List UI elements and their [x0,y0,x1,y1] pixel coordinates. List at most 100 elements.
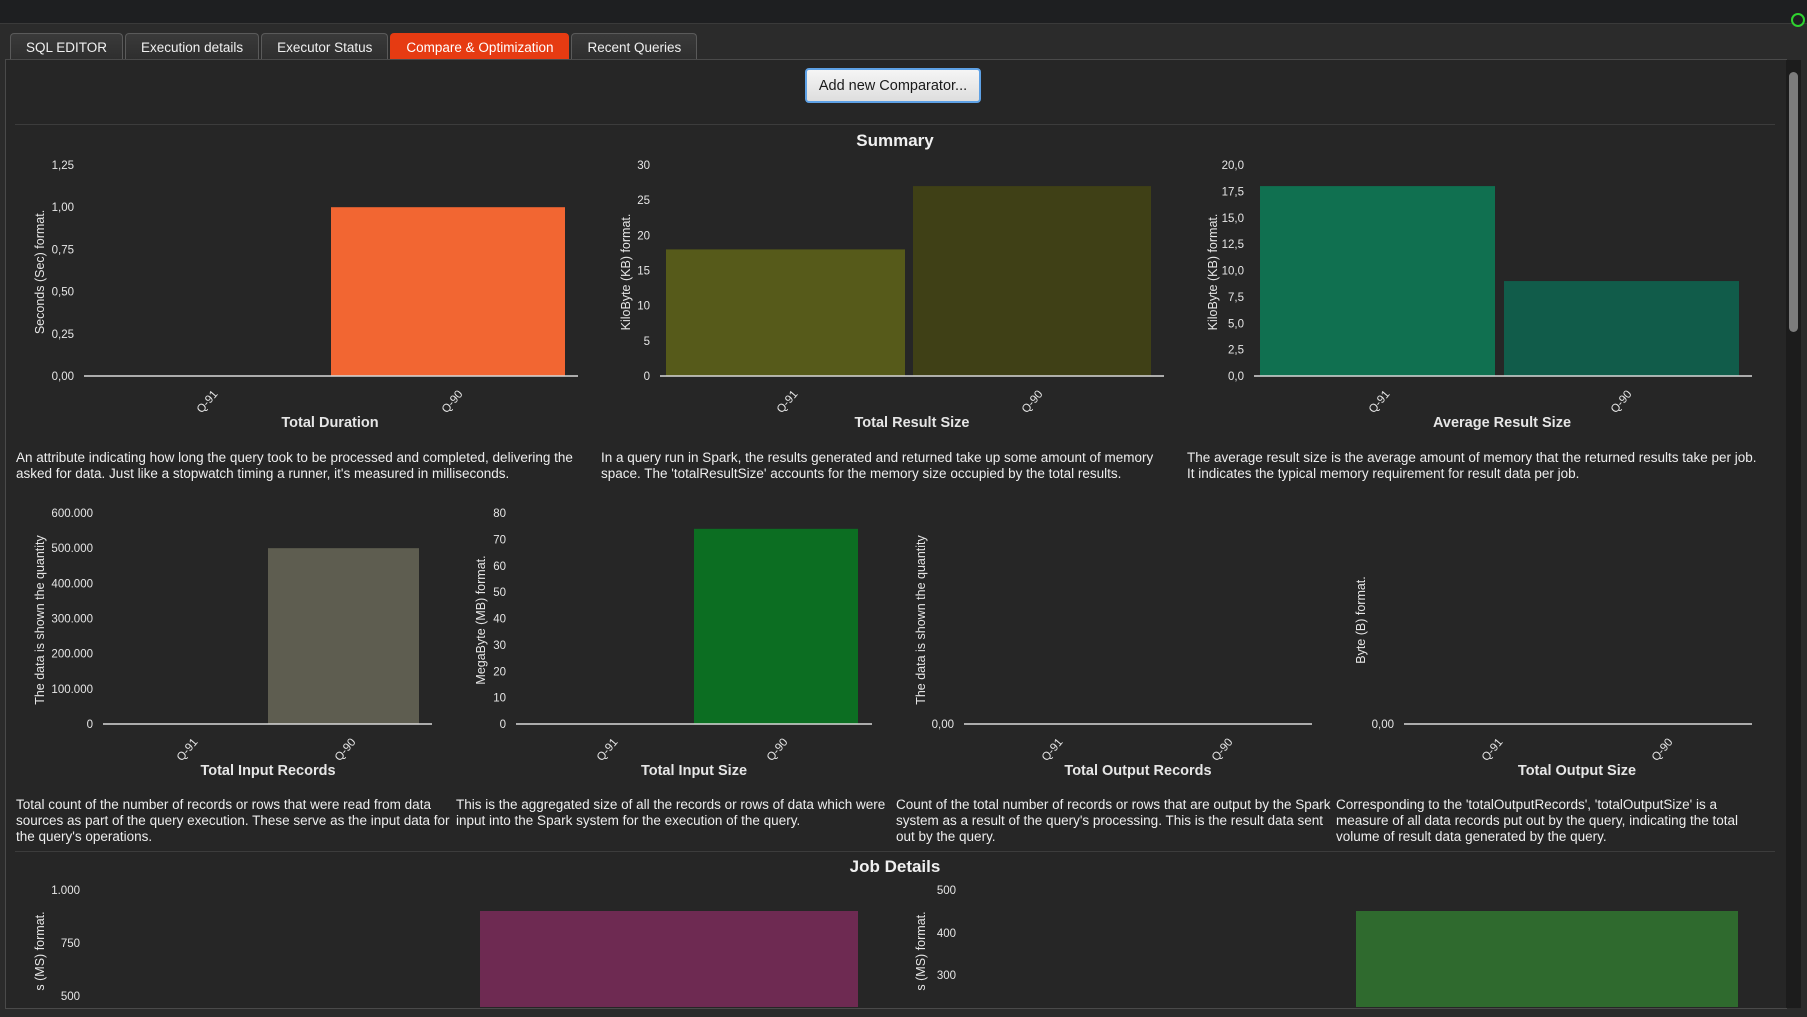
x-tick-label: Q-91 [195,388,221,415]
x-tick-label: Q-90 [1609,388,1635,415]
y-tick-label: 10,0 [1222,266,1244,278]
chart-title: Average Result Size [1433,415,1571,431]
chart-description: Count of the total number of records or … [896,797,1331,844]
bar-q-91 [666,249,905,376]
chart-description: In a query run in Spark, the results gen… [601,450,1154,481]
y-axis-label: MegaByte (MB) format. [474,555,488,684]
y-tick-label: 5,0 [1228,318,1244,330]
chart-title: Total Duration [281,415,378,431]
bar-q-91 [1260,186,1495,376]
y-tick-label: 0,50 [52,287,74,299]
divider [15,124,1775,125]
y-tick-label: 20 [637,230,650,242]
y-tick-label: 80 [493,508,506,520]
tab-bar: SQL EDITOR Execution details Executor St… [10,33,699,60]
x-tick-label: Q-91 [175,736,201,763]
y-axis-label: KiloByte (KB) format. [619,214,633,331]
y-tick-label: 20 [493,666,506,678]
chart-description: This is the aggregated size of all the r… [456,797,886,828]
y-tick-label: 750 [61,938,80,950]
y-tick-label: 400 [937,928,956,940]
y-tick-label: 10 [637,301,650,313]
y-tick-label: 300.000 [51,614,93,626]
chart-description: The average result size is the average a… [1187,450,1757,481]
chart-title: Total Output Records [1064,763,1211,779]
y-tick-label: 500.000 [51,543,93,555]
y-tick-label: 10 [493,693,506,705]
x-tick-label: Q-91 [1480,736,1506,763]
y-tick-label: 15 [637,266,650,278]
y-tick-label: 0,00 [52,371,74,383]
y-axis-label: The data is shown the quantity [33,534,47,704]
chart-description: Corresponding to the 'totalOutputRecords… [1336,797,1738,844]
y-tick-label: 20,0 [1222,160,1244,172]
y-tick-label: 1.000 [51,885,80,897]
y-tick-label: 2,5 [1228,345,1244,357]
y-tick-label: 15,0 [1222,213,1244,225]
bar-q-90 [480,911,858,1007]
tab-execution-details[interactable]: Execution details [125,33,260,60]
y-axis-label: Seconds (Sec) format. [33,210,47,334]
y-tick-label: 100.000 [51,684,93,696]
x-tick-label: Q-90 [333,736,359,763]
chart-title: Total Result Size [855,415,970,431]
y-tick-label: 0 [500,719,506,731]
y-tick-label: 0,0 [1228,371,1244,383]
y-tick-label: 5 [644,336,650,348]
bar-q-90 [1504,281,1739,376]
tab-executor-status[interactable]: Executor Status [261,33,389,60]
connection-status-icon [1791,13,1805,27]
y-tick-label: 400.000 [51,578,93,590]
x-tick-label: Q-90 [1650,736,1676,763]
bar-q-90 [268,548,419,724]
y-tick-label: 0,25 [52,329,74,341]
x-tick-label: Q-91 [775,388,801,415]
x-tick-label: Q-90 [1020,388,1046,415]
y-tick-label: 0,75 [52,244,74,256]
tab-recent-queries[interactable]: Recent Queries [571,33,698,60]
x-tick-label: Q-90 [440,388,466,415]
x-tick-label: Q-91 [595,736,621,763]
bar-q-90 [1356,911,1738,1007]
add-comparator-button[interactable]: Add new Comparator... [805,68,981,103]
y-tick-label: 7,5 [1228,292,1244,304]
chart-title: Total Input Size [641,763,747,779]
bar-q-90 [331,207,565,376]
y-tick-label: 500 [937,885,956,897]
y-tick-label: 1,25 [52,160,74,172]
y-axis-label: Byte (B) format. [1354,576,1368,664]
y-tick-label: 25 [637,195,650,207]
y-tick-label: 17,5 [1222,186,1244,198]
vertical-scrollbar[interactable] [1786,60,1801,1008]
y-tick-label: 70 [493,534,506,546]
x-tick-label: Q-90 [765,736,791,763]
y-tick-label: 50 [493,587,506,599]
window-title-bar [0,0,1807,24]
y-tick-label: 600.000 [51,508,93,520]
y-axis-label: s (MS) format. [914,911,928,990]
y-tick-label: 12,5 [1222,239,1244,251]
chart-description: An attribute indicating how long the que… [16,450,573,481]
y-tick-label: 200.000 [51,649,93,661]
chart-description: Total count of the number of records or … [16,797,450,844]
chart-title: Total Output Size [1518,763,1636,779]
y-tick-label: 0 [87,719,93,731]
summary-section-title: Summary [856,131,934,150]
x-tick-label: Q-90 [1210,736,1236,763]
scrollbar-thumb[interactable] [1789,72,1798,332]
tab-sql-editor[interactable]: SQL EDITOR [10,33,124,60]
x-tick-label: Q-91 [1367,388,1393,415]
y-tick-label: 1,00 [52,202,74,214]
bar-q-90 [913,186,1151,376]
y-tick-label: 30 [493,640,506,652]
y-tick-label: 40 [493,614,506,626]
bar-q-90 [694,528,858,724]
chart-title: Total Input Records [200,763,335,779]
job-details-section-title: Job Details [849,857,941,876]
y-tick-label: 30 [637,160,650,172]
y-tick-label: 0 [644,371,650,383]
y-tick-label: 0,00 [932,719,954,731]
tab-compare-optimization[interactable]: Compare & Optimization [390,33,570,60]
x-tick-label: Q-91 [1040,736,1066,763]
